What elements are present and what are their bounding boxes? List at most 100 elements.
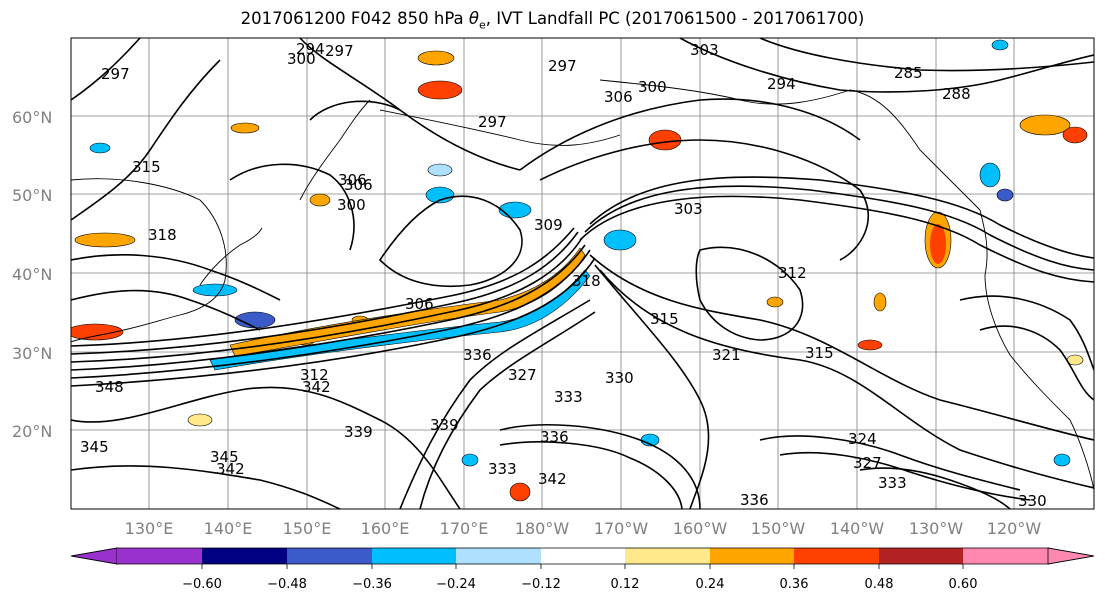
contour-label: 333 [554,388,583,406]
shade-blob [1053,453,1071,467]
colorbar-cells [117,548,1048,564]
contour-line [759,38,1094,72]
contour-line [599,269,1094,489]
contour-label: 297 [478,113,507,131]
lon-label: 160°W [673,519,728,538]
contour-line [71,257,596,387]
lon-label: 170°W [594,519,649,538]
contour-label: 336 [540,428,569,446]
contour-line [519,98,861,171]
shade-blob [873,292,887,312]
contour-label: 330 [605,369,634,387]
colorbar-cell [456,548,541,564]
lon-label: 130°E [125,519,174,538]
contour-line [499,424,701,509]
contour-label: 294 [296,40,325,58]
shade-blob [309,193,331,207]
contour-line [71,59,221,221]
contour-line [959,295,1094,371]
coastline-aleutians [379,109,621,146]
contour-line [579,195,1094,283]
shade-blob [996,188,1014,202]
contour-label: 327 [853,454,882,472]
colorbar-cell [879,548,963,564]
lat-label-40n: 40°N [12,265,52,284]
contour-line [71,231,579,355]
shade-blob [603,229,637,251]
contour-line [539,139,870,261]
figure-title: 2017061200 F042 850 hPa θe, IVT Landfall… [0,9,1105,31]
contour-label: 333 [488,460,517,478]
colorbar-tick: −0.36 [352,577,392,592]
latitude-labels: 20°N 30°N 40°N 50°N 60°N [12,108,52,441]
shade-blob [230,122,260,134]
contour-label: 333 [878,474,907,492]
lon-label: 140°W [830,519,885,538]
theta-subscript: e [479,18,486,32]
contour-line [679,38,1094,93]
contour-label: 345 [80,438,109,456]
contour-line [71,244,586,371]
longitude-labels: 130°E 140°E 150°E 160°E 170°E 180°W 170°… [125,519,1042,538]
contour-label: 297 [325,42,354,60]
triangle-left-icon [70,547,118,565]
contour-label: 285 [894,64,923,82]
contour-label: 318 [148,226,177,244]
contour-label: 309 [534,216,563,234]
contour-line [979,325,1094,401]
colorbar-tick: −0.24 [436,577,476,592]
coastline-alaska [599,79,981,211]
contour-line [71,237,583,363]
colorbar-tick: −0.12 [521,577,561,592]
shade-blob [425,186,455,204]
map-panel: 294 297 300 297 303 306 300 297 297 285 … [70,37,1095,510]
coastline-kamchatka [299,99,371,201]
contour-label: 306 [405,295,434,313]
contour-line [71,38,141,101]
contour-line [419,311,596,509]
coastline-asia [71,178,227,343]
shade-blob [498,201,532,219]
colorbar-cell [541,548,625,564]
contour-label: 321 [712,346,741,364]
contour-label: 306 [338,171,367,189]
contour-label: 297 [101,65,130,83]
colorbar-frame [70,547,1095,565]
contour-line [695,246,804,341]
contour-label: 300 [287,50,316,68]
contour-label: 327 [508,366,537,384]
contour-label: 312 [300,366,329,384]
theta-symbol: θ [468,9,479,28]
contour-label: 342 [538,470,567,488]
shade-blob [427,163,453,177]
contour-line [71,249,591,379]
contour-line [584,185,1094,271]
colorbar-cell [202,548,287,564]
contour-label: 288 [942,85,971,103]
colorbar-cell [625,548,710,564]
contour-label: 303 [690,41,719,59]
contour-line [71,465,341,509]
colorbar-tick: 0.60 [949,577,978,592]
contour-line [71,254,281,301]
contour-label: 339 [430,416,459,434]
contour-line [378,195,523,288]
coastline-japan [199,227,263,286]
map-frame [70,37,1095,510]
shade-blob [74,232,136,248]
contour-label: 315 [650,310,679,328]
lon-label: 130°W [909,519,964,538]
contour-line [71,289,261,331]
contour-label: 348 [95,378,124,396]
contour-label: 339 [344,423,373,441]
contour-line [589,176,1094,259]
colorbar-cell [117,548,202,564]
shade-blob [417,50,455,66]
colorbar-tick: 0.12 [611,577,640,592]
title-suffix: , IVT Landfall PC (2017061500 - 20170617… [485,9,865,28]
contour-label: 297 [548,57,577,75]
contour-line [229,163,355,251]
contour-label: 315 [805,344,834,362]
contour-label: 330 [1018,492,1047,510]
shade-blob [71,323,124,341]
